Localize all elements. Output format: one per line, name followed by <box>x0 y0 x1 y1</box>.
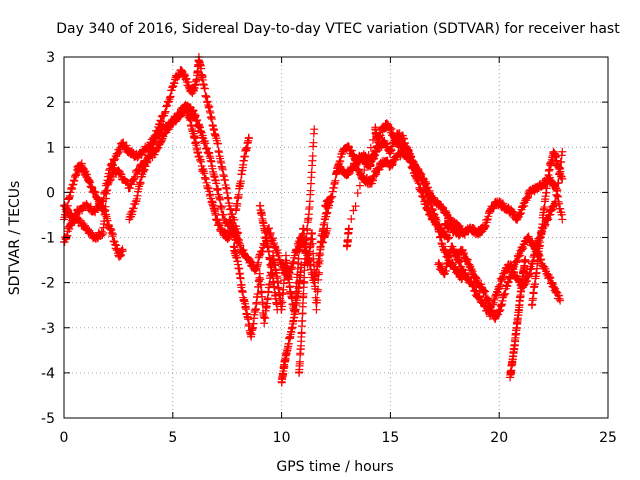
y-axis-label: SDTVAR / TECUs <box>7 181 23 296</box>
data-point <box>308 239 317 248</box>
data-point <box>160 109 169 118</box>
data-point <box>213 139 222 148</box>
data-point <box>353 189 362 198</box>
data-points <box>60 53 567 387</box>
data-point <box>349 206 358 215</box>
data-point <box>309 138 318 147</box>
data-point <box>91 208 100 217</box>
y-tick-label: 1 <box>46 140 55 156</box>
data-point <box>200 84 209 93</box>
data-point <box>273 305 282 314</box>
x-tick-label: 20 <box>490 430 508 446</box>
y-tick-label: -3 <box>41 321 55 337</box>
chart-title: Day 340 of 2016, Sidereal Day-to-day VTE… <box>56 21 620 37</box>
x-axis-label: GPS time / hours <box>276 459 393 475</box>
data-point <box>355 181 364 190</box>
data-point <box>156 116 165 125</box>
grid-lines <box>64 57 608 418</box>
data-point <box>306 186 315 195</box>
data-point <box>130 174 139 183</box>
data-point <box>313 296 322 305</box>
data-point <box>244 134 253 143</box>
data-point <box>308 151 317 160</box>
data-point <box>360 166 369 175</box>
y-tick-label: 3 <box>46 50 55 66</box>
data-point <box>162 102 171 111</box>
data-point <box>157 117 166 126</box>
data-point <box>303 226 312 235</box>
data-point <box>345 224 354 233</box>
data-point <box>558 174 567 183</box>
x-tick-label: 15 <box>381 430 399 446</box>
data-point <box>295 357 304 366</box>
data-point <box>313 285 322 294</box>
data-point <box>351 202 360 211</box>
data-point <box>117 170 126 179</box>
y-tick-label: -1 <box>41 231 55 247</box>
data-point <box>103 186 112 195</box>
data-point <box>219 210 228 219</box>
data-point <box>261 313 270 322</box>
data-point <box>123 177 132 186</box>
data-point <box>118 247 127 256</box>
data-point <box>558 215 567 224</box>
data-point <box>225 233 234 242</box>
data-point <box>362 158 371 167</box>
data-point <box>310 125 319 134</box>
y-tick-label: -5 <box>41 411 55 427</box>
data-point <box>217 203 226 212</box>
data-point <box>373 134 382 143</box>
data-point <box>186 115 195 124</box>
y-tick-label: -4 <box>41 366 55 382</box>
data-point <box>366 143 375 152</box>
data-point <box>558 147 567 156</box>
data-point <box>96 201 105 210</box>
data-point <box>297 260 306 269</box>
data-point <box>75 215 84 224</box>
y-tick-labels: -5 -4 -3 -2 -1 0 1 2 3 <box>41 50 55 427</box>
data-point <box>162 101 171 110</box>
x-tick-label: 0 <box>60 430 69 446</box>
data-point <box>79 220 88 229</box>
data-point <box>347 214 356 223</box>
data-point <box>312 305 321 314</box>
x-tick-label: 5 <box>168 430 177 446</box>
data-point <box>302 233 311 242</box>
data-point <box>307 168 316 177</box>
y-tick-label: -2 <box>41 276 55 292</box>
data-point <box>126 184 135 193</box>
data-point <box>86 202 95 211</box>
data-point <box>293 246 302 255</box>
data-point <box>358 175 367 184</box>
data-point <box>101 202 110 211</box>
data-point <box>236 177 245 186</box>
y-tick-label: 2 <box>46 95 55 111</box>
data-point <box>364 151 373 160</box>
x-tick-label: 10 <box>273 430 291 446</box>
data-point <box>161 107 170 116</box>
data-point <box>323 224 332 233</box>
data-point <box>305 197 314 206</box>
data-point <box>98 230 107 239</box>
data-point <box>236 274 245 283</box>
y-tick-label: 0 <box>46 185 55 201</box>
data-point <box>97 227 106 236</box>
axis-ticks <box>63 56 609 419</box>
data-point <box>108 230 117 239</box>
data-point <box>300 273 309 282</box>
data-point <box>298 317 307 326</box>
data-point <box>521 256 530 265</box>
data-point <box>445 233 454 242</box>
data-point <box>157 136 166 145</box>
x-tick-label: 25 <box>599 430 617 446</box>
data-point <box>556 296 565 305</box>
x-tick-labels: 0 5 10 15 20 25 <box>60 430 617 446</box>
